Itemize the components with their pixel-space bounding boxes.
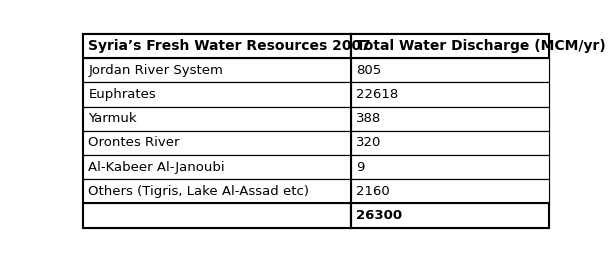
Bar <box>351 107 549 131</box>
Bar <box>83 203 351 227</box>
Text: Syria’s Fresh Water Resources 2007: Syria’s Fresh Water Resources 2007 <box>89 39 371 53</box>
Text: 9: 9 <box>357 161 365 174</box>
Bar <box>83 155 351 179</box>
Bar <box>83 58 351 82</box>
Text: Jordan River System: Jordan River System <box>89 64 224 77</box>
Bar <box>83 82 351 107</box>
Text: 26300: 26300 <box>357 209 402 222</box>
Bar <box>83 34 351 58</box>
Bar <box>83 179 351 203</box>
Text: Yarmuk: Yarmuk <box>89 112 137 125</box>
Text: 805: 805 <box>357 64 382 77</box>
Bar <box>351 203 549 227</box>
Text: Orontes River: Orontes River <box>89 136 180 149</box>
Bar <box>351 131 549 155</box>
Bar <box>351 34 549 58</box>
Bar <box>351 155 549 179</box>
Text: Al-Kabeer Al-Janoubi: Al-Kabeer Al-Janoubi <box>89 161 225 174</box>
Bar <box>351 82 549 107</box>
Bar <box>351 58 549 82</box>
Bar <box>83 131 351 155</box>
Text: Others (Tigris, Lake Al-Assad etc): Others (Tigris, Lake Al-Assad etc) <box>89 185 309 198</box>
Bar <box>351 179 549 203</box>
Text: 22618: 22618 <box>357 88 399 101</box>
Text: Total Water Discharge (MCM/yr): Total Water Discharge (MCM/yr) <box>357 39 606 53</box>
Text: 320: 320 <box>357 136 382 149</box>
Text: 388: 388 <box>357 112 382 125</box>
Text: 2160: 2160 <box>357 185 390 198</box>
Bar <box>83 107 351 131</box>
Text: Euphrates: Euphrates <box>89 88 156 101</box>
